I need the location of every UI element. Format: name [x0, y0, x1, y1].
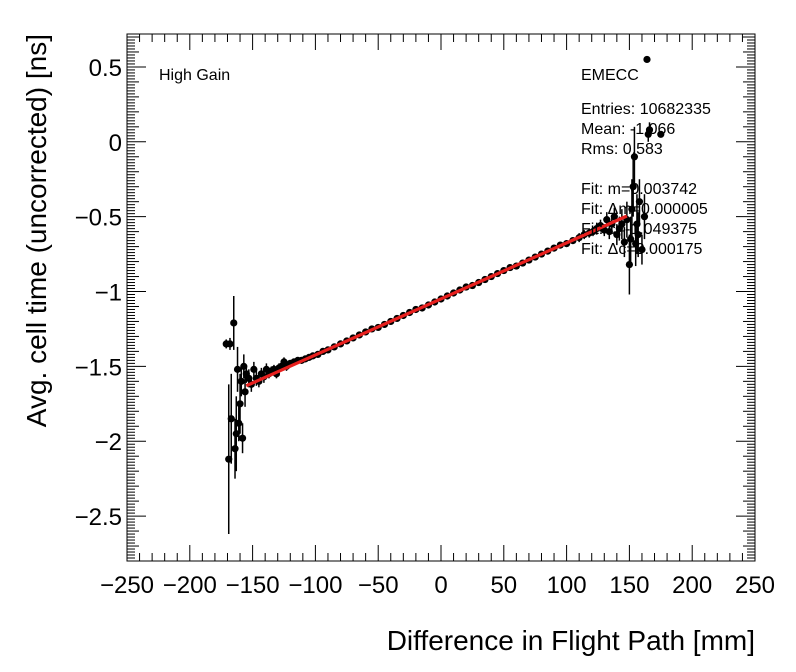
y-tick-label: −2 — [95, 429, 122, 456]
x-tick-label: −50 — [358, 572, 399, 599]
data-point — [625, 260, 634, 269]
y-tick-label: 0.5 — [89, 55, 122, 82]
stats-box: Entries: 10682335 Mean: -1.066 Rms: 0.583 F… — [581, 101, 711, 258]
y-axis-title: Avg. cell time (uncorrected) [ns] — [21, 34, 52, 427]
fit-line-group — [245, 214, 628, 388]
x-tick-label: −150 — [226, 572, 280, 599]
data-point — [237, 377, 245, 385]
data-point — [226, 340, 234, 348]
data-point — [657, 130, 665, 138]
y-tick-labels: 0.5 0 −0.5 −1 −1.5 −2 −2.5 — [75, 55, 122, 531]
stat-line: Entries: 10682335 — [581, 101, 711, 118]
data-point — [634, 231, 642, 239]
x-tick-label: 0 — [434, 572, 447, 599]
data-point — [227, 415, 235, 423]
y-tick-label: −0.5 — [75, 205, 122, 232]
y-tick-label: 0 — [109, 130, 122, 157]
x-tick-labels: −250 −200 −150 −100 −50 0 50 100 150 200 250 — [100, 572, 775, 599]
x-tick-label: 100 — [547, 572, 587, 599]
data-point — [235, 419, 243, 427]
data-point — [620, 238, 628, 246]
axis-ticks — [126, 33, 756, 562]
data-point — [238, 434, 247, 442]
y-tick-label: −1.5 — [75, 354, 122, 381]
y-tick-label: −1 — [95, 280, 122, 307]
stat-line: Fit: Δm=0.000005 — [581, 201, 708, 218]
stat-line: Fit: c=-1.049375 — [581, 221, 697, 238]
data-point — [640, 213, 649, 221]
y-tick-label: −2.5 — [75, 504, 122, 531]
data-point — [233, 365, 242, 373]
data-point — [603, 216, 611, 224]
x-tick-label: −200 — [163, 572, 217, 599]
data-point — [635, 198, 644, 206]
data-point — [231, 445, 239, 453]
data-point — [241, 388, 249, 396]
data-point — [230, 319, 238, 327]
x-axis-title: Difference in Flight Path [mm] — [387, 625, 755, 656]
fit-line — [245, 214, 628, 388]
data-point — [643, 55, 651, 64]
region-label: EMECC — [581, 67, 639, 84]
x-tick-label: 250 — [735, 572, 775, 599]
x-tick-label: −100 — [288, 572, 342, 599]
x-tick-label: 50 — [490, 572, 517, 599]
data-point — [236, 400, 244, 408]
x-tick-label: 200 — [672, 572, 712, 599]
data-point — [610, 213, 618, 221]
data-point — [630, 153, 639, 161]
stat-line: Fit: m=0.003742 — [581, 181, 697, 198]
data-point — [638, 245, 646, 254]
stat-line: Mean: -1.066 — [581, 121, 675, 138]
data-point — [618, 220, 626, 228]
gain-label: High Gain — [159, 67, 230, 84]
data-point — [645, 126, 654, 134]
stat-line: Rms: 0.583 — [581, 141, 663, 158]
x-tick-label: −250 — [100, 572, 154, 599]
stat-line: Fit: Δc=0.000175 — [581, 241, 703, 258]
x-tick-label: 150 — [609, 572, 649, 599]
